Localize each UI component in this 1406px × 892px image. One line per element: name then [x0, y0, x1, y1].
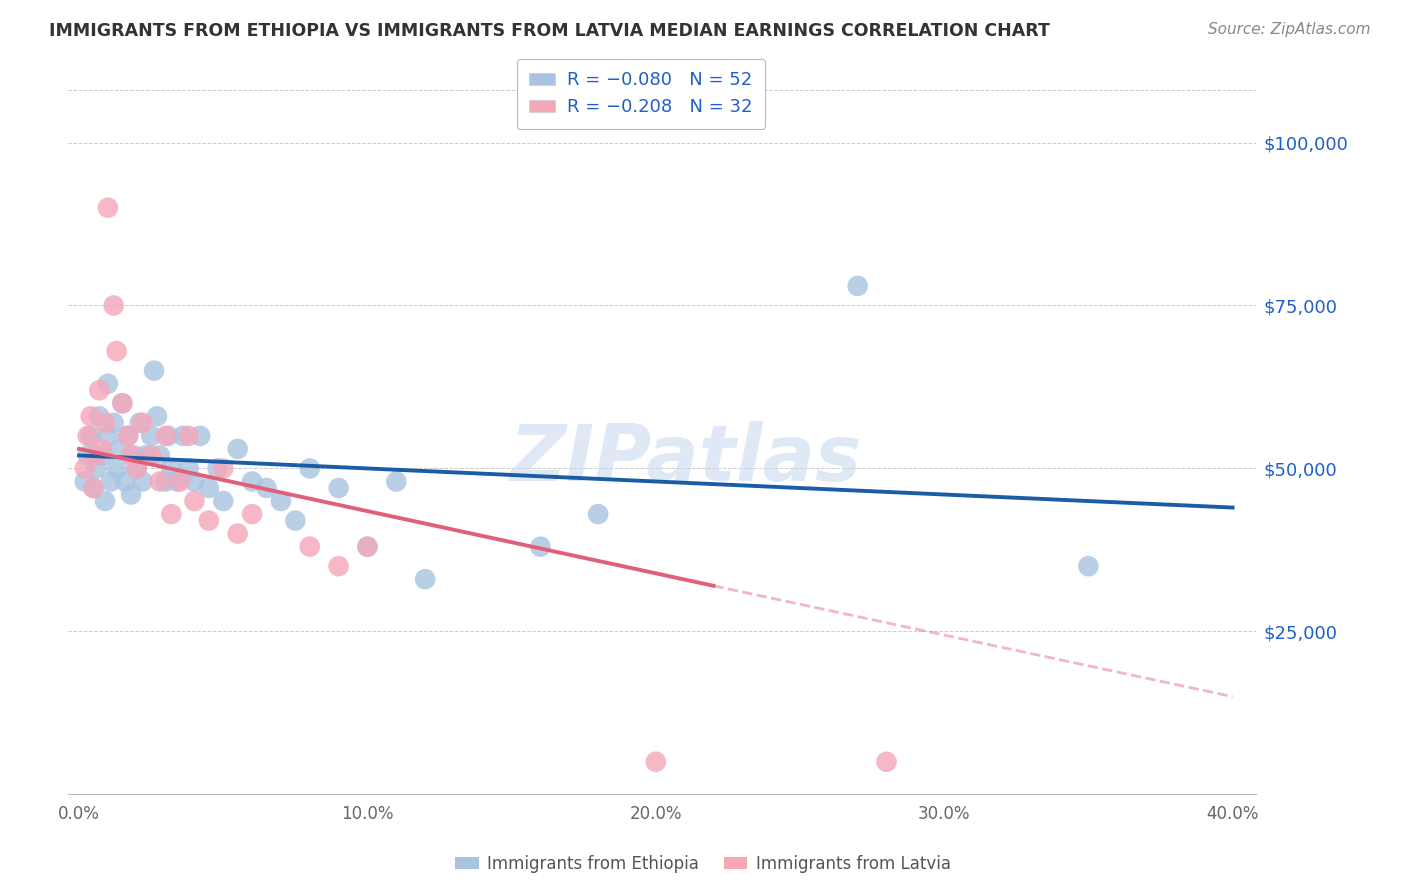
Point [166, 475, 188, 489]
Point [97, 429, 120, 443]
Point [143, 364, 166, 378]
Point [160, 507, 183, 521]
Point [413, 572, 436, 586]
Point [198, 514, 221, 528]
Point [846, 279, 869, 293]
Point [876, 755, 898, 769]
Point [97, 376, 120, 391]
Point [149, 475, 172, 489]
Point [212, 494, 235, 508]
Point [183, 475, 205, 489]
Point [177, 429, 200, 443]
Legend: Immigrants from Ethiopia, Immigrants from Latvia: Immigrants from Ethiopia, Immigrants fro… [449, 848, 957, 880]
Point [94, 416, 117, 430]
Point [240, 475, 263, 489]
Point [111, 396, 134, 410]
Text: IMMIGRANTS FROM ETHIOPIA VS IMMIGRANTS FROM LATVIA MEDIAN EARNINGS CORRELATION C: IMMIGRANTS FROM ETHIOPIA VS IMMIGRANTS F… [49, 22, 1050, 40]
Point [89, 383, 111, 397]
Legend: R = −0.080   N = 52, R = −0.208   N = 32: R = −0.080 N = 52, R = −0.208 N = 32 [517, 59, 765, 129]
Point [356, 540, 378, 554]
Point [529, 540, 551, 554]
Point [103, 298, 125, 312]
Point [89, 409, 111, 424]
Point [128, 416, 150, 430]
Point [122, 449, 145, 463]
Point [226, 442, 249, 456]
Point [284, 514, 307, 528]
Point [94, 494, 117, 508]
Point [586, 507, 609, 521]
Point [169, 475, 191, 489]
Point [172, 429, 194, 443]
Point [188, 429, 211, 443]
Point [91, 449, 114, 463]
Point [160, 461, 183, 475]
Point [149, 449, 172, 463]
Point [86, 449, 108, 463]
Point [328, 559, 350, 574]
Point [183, 494, 205, 508]
Point [76, 449, 98, 463]
Text: Source: ZipAtlas.com: Source: ZipAtlas.com [1208, 22, 1371, 37]
Point [111, 396, 134, 410]
Point [298, 461, 321, 475]
Point [212, 461, 235, 475]
Point [356, 540, 378, 554]
Point [125, 461, 148, 475]
Point [644, 755, 666, 769]
Point [131, 475, 153, 489]
Point [79, 429, 101, 443]
Point [298, 540, 321, 554]
Point [157, 429, 180, 443]
Point [125, 461, 148, 475]
Point [114, 475, 136, 489]
Point [103, 416, 125, 430]
Point [1077, 559, 1099, 574]
Point [105, 344, 128, 359]
Point [146, 409, 169, 424]
Point [328, 481, 350, 495]
Point [134, 449, 156, 463]
Point [100, 475, 122, 489]
Point [120, 449, 142, 463]
Point [117, 429, 139, 443]
Point [131, 416, 153, 430]
Point [207, 461, 229, 475]
Point [141, 449, 163, 463]
Point [79, 409, 101, 424]
Point [385, 475, 408, 489]
Point [73, 475, 96, 489]
Point [97, 201, 120, 215]
Point [141, 429, 163, 443]
Text: ZIPatlas: ZIPatlas [509, 420, 862, 497]
Point [108, 442, 131, 456]
Point [82, 481, 104, 495]
Point [91, 442, 114, 456]
Point [82, 481, 104, 495]
Point [240, 507, 263, 521]
Point [105, 461, 128, 475]
Y-axis label: Median Earnings: Median Earnings [0, 360, 8, 498]
Point [155, 429, 177, 443]
Point [177, 461, 200, 475]
Point [270, 494, 292, 508]
Point [117, 429, 139, 443]
Point [120, 487, 142, 501]
Point [256, 481, 278, 495]
Point [155, 475, 177, 489]
Point [73, 461, 96, 475]
Point [76, 429, 98, 443]
Point [86, 461, 108, 475]
Point [198, 481, 221, 495]
Point [226, 526, 249, 541]
